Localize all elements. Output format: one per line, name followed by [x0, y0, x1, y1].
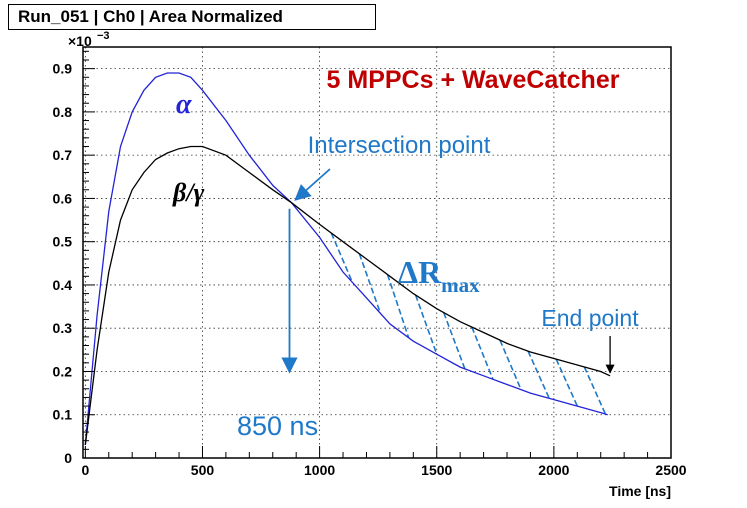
y-tick-label: 0	[64, 450, 72, 466]
delta-r-hatch-line	[414, 294, 438, 355]
delta-r-max-label: ΔRmax	[398, 254, 480, 297]
delta-r-hatch-line	[583, 366, 607, 415]
intersection-point-label: Intersection point	[308, 132, 491, 159]
intersection-time-label: 850 ns	[237, 411, 318, 441]
grid	[83, 47, 671, 458]
y-tick-label: 0.3	[53, 320, 73, 336]
beta-gamma-series-label: β/γ	[172, 178, 205, 207]
y-tick-label: 0.2	[53, 363, 73, 379]
delta-r-hatching	[330, 232, 607, 415]
delta-r-hatch-line	[443, 312, 466, 370]
chart-header-text: 5 MPPCs + WaveCatcher	[327, 66, 620, 94]
axis-ticks: 0 500 1000 1500 2000 2500 0 0.1 0.2 0.3 0.4 0.5 0.6 0…	[53, 30, 687, 499]
series-line-alpha	[84, 72, 608, 446]
y-axis-multiplier: ×10	[68, 33, 92, 49]
x-tick-label: 2500	[655, 462, 686, 478]
x-tick-label: 0	[81, 462, 89, 478]
y-axis-exponent: −3	[97, 30, 110, 42]
chart-title: Run_051 | Ch0 | Area Normalized	[8, 4, 376, 30]
x-tick-label: 1500	[421, 462, 452, 478]
series-line-beta-gamma	[84, 145, 611, 446]
y-tick-label: 0.7	[53, 147, 73, 163]
delta-r-hatch-line	[527, 350, 550, 399]
y-tick-label: 0.8	[53, 104, 73, 120]
y-tick-label: 0.6	[53, 190, 73, 206]
y-tick-label: 0.4	[53, 277, 73, 293]
alpha-series-label: α	[176, 89, 192, 120]
end-point-label: End point	[541, 305, 639, 331]
delta-r-hatch-line	[555, 358, 579, 407]
delta-r-hatch-line	[386, 274, 410, 338]
series-lines	[84, 72, 611, 446]
y-tick-label: 0.5	[53, 234, 73, 250]
plot-frame	[82, 46, 672, 459]
x-axis-label: Time [ns]	[609, 483, 671, 499]
intersection-arrow	[294, 168, 331, 201]
y-tick-label: 0.9	[53, 61, 73, 77]
x-tick-label: 1000	[304, 462, 335, 478]
y-tick-label: 0.1	[53, 407, 73, 423]
delta-r-subscript: max	[441, 273, 480, 297]
delta-r-main: ΔR	[398, 254, 442, 290]
x-tick-label: 500	[191, 462, 215, 478]
delta-r-hatch-line	[358, 253, 382, 314]
annotations: 5 MPPCs + WaveCatcher α β/γ Intersection po…	[172, 66, 639, 441]
x-tick-label: 2000	[538, 462, 569, 478]
delta-r-hatch-line	[471, 326, 494, 380]
